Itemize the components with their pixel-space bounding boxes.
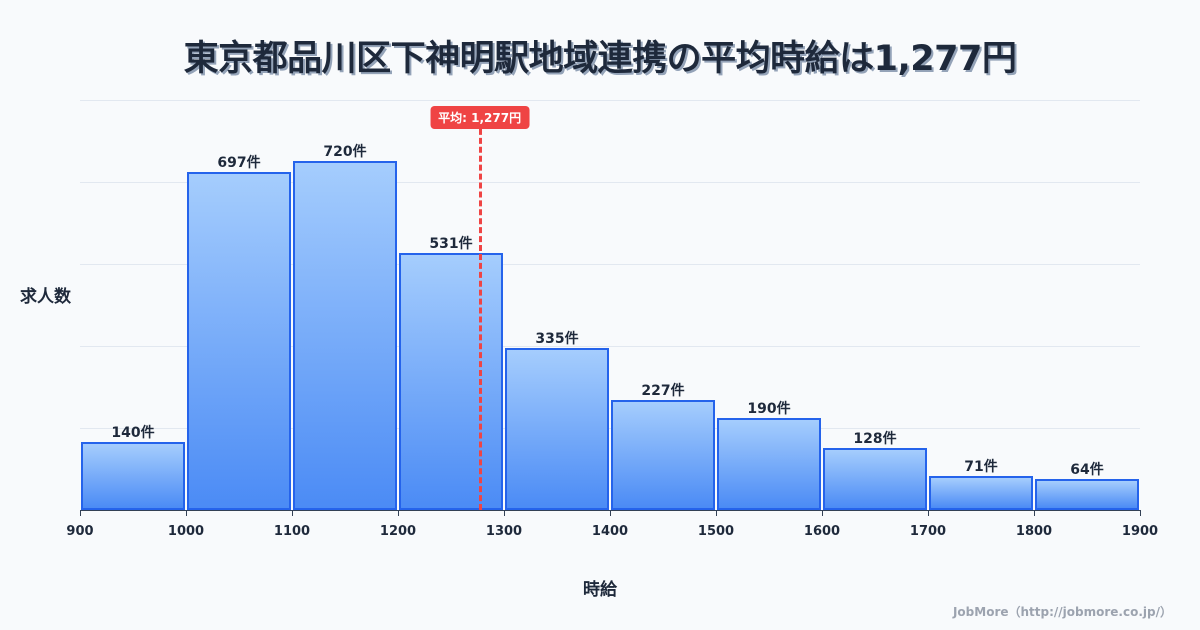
x-tick-label: 1900 <box>1121 524 1159 539</box>
histogram-bar: 697件 <box>187 155 291 510</box>
bar-value-label: 128件 <box>853 430 897 447</box>
histogram-bar: 128件 <box>823 431 927 510</box>
histogram-bar: 64件 <box>1035 462 1139 510</box>
gridline <box>80 100 1140 101</box>
x-tick <box>822 510 823 516</box>
histogram-bar: 190件 <box>717 401 821 510</box>
x-tick <box>80 510 81 516</box>
plot-area: 140件 697件 720件 531件 335件 227件 190件 128件 71件 64件 <box>80 100 1140 510</box>
histogram-bar: 720件 <box>293 144 397 510</box>
x-tick-label: 1300 <box>485 524 523 539</box>
x-tick-label: 1200 <box>379 524 417 539</box>
bar-value-label: 531件 <box>429 235 473 252</box>
bar-value-label: 64件 <box>1070 461 1104 478</box>
gridline <box>80 346 1140 347</box>
mean-badge: 平均: 1,277円 <box>430 106 530 129</box>
x-tick <box>928 510 929 516</box>
x-tick <box>1034 510 1035 516</box>
bar-value-label: 140件 <box>111 425 155 442</box>
x-tick-label: 1000 <box>167 524 205 539</box>
bar-value-label: 227件 <box>641 383 685 399</box>
x-tick-label: 900 <box>66 524 94 539</box>
histogram-bar: 335件 <box>505 331 609 510</box>
bar-value-label: 697件 <box>217 155 261 172</box>
chart-title: 東京都品川区下神明駅地域連携の平均時給は1,277円 <box>183 39 1017 79</box>
x-tick <box>1140 510 1141 516</box>
bar-value-label: 71件 <box>964 458 998 475</box>
credit-text: JobMore（http://jobmore.co.jp/） <box>952 605 1172 619</box>
x-tick-label: 1800 <box>1015 524 1053 539</box>
x-tick <box>292 510 293 516</box>
gridline <box>80 182 1140 183</box>
histogram-bar: 531件 <box>399 236 503 510</box>
x-axis-label: 時給 <box>583 580 617 600</box>
bar-value-label: 190件 <box>747 400 791 417</box>
y-axis-label: 求人数 <box>20 287 71 307</box>
gridline <box>80 264 1140 265</box>
gridline <box>80 428 1140 429</box>
x-tick-label: 1400 <box>591 524 629 539</box>
mean-line <box>478 120 482 510</box>
x-tick <box>186 510 187 516</box>
histogram-bar: 140件 <box>81 425 185 510</box>
x-tick-label: 1100 <box>273 524 311 539</box>
x-tick <box>716 510 717 516</box>
x-tick <box>398 510 399 516</box>
x-tick-label: 1700 <box>909 524 947 539</box>
x-tick-label: 1500 <box>697 524 735 539</box>
x-tick <box>504 510 505 516</box>
bar-value-label: 720件 <box>323 144 367 161</box>
x-tick-label: 1600 <box>803 524 841 539</box>
histogram-bar: 71件 <box>929 459 1033 510</box>
histogram-bar: 227件 <box>611 383 715 510</box>
bar-value-label: 335件 <box>535 330 579 347</box>
x-tick <box>610 510 611 516</box>
